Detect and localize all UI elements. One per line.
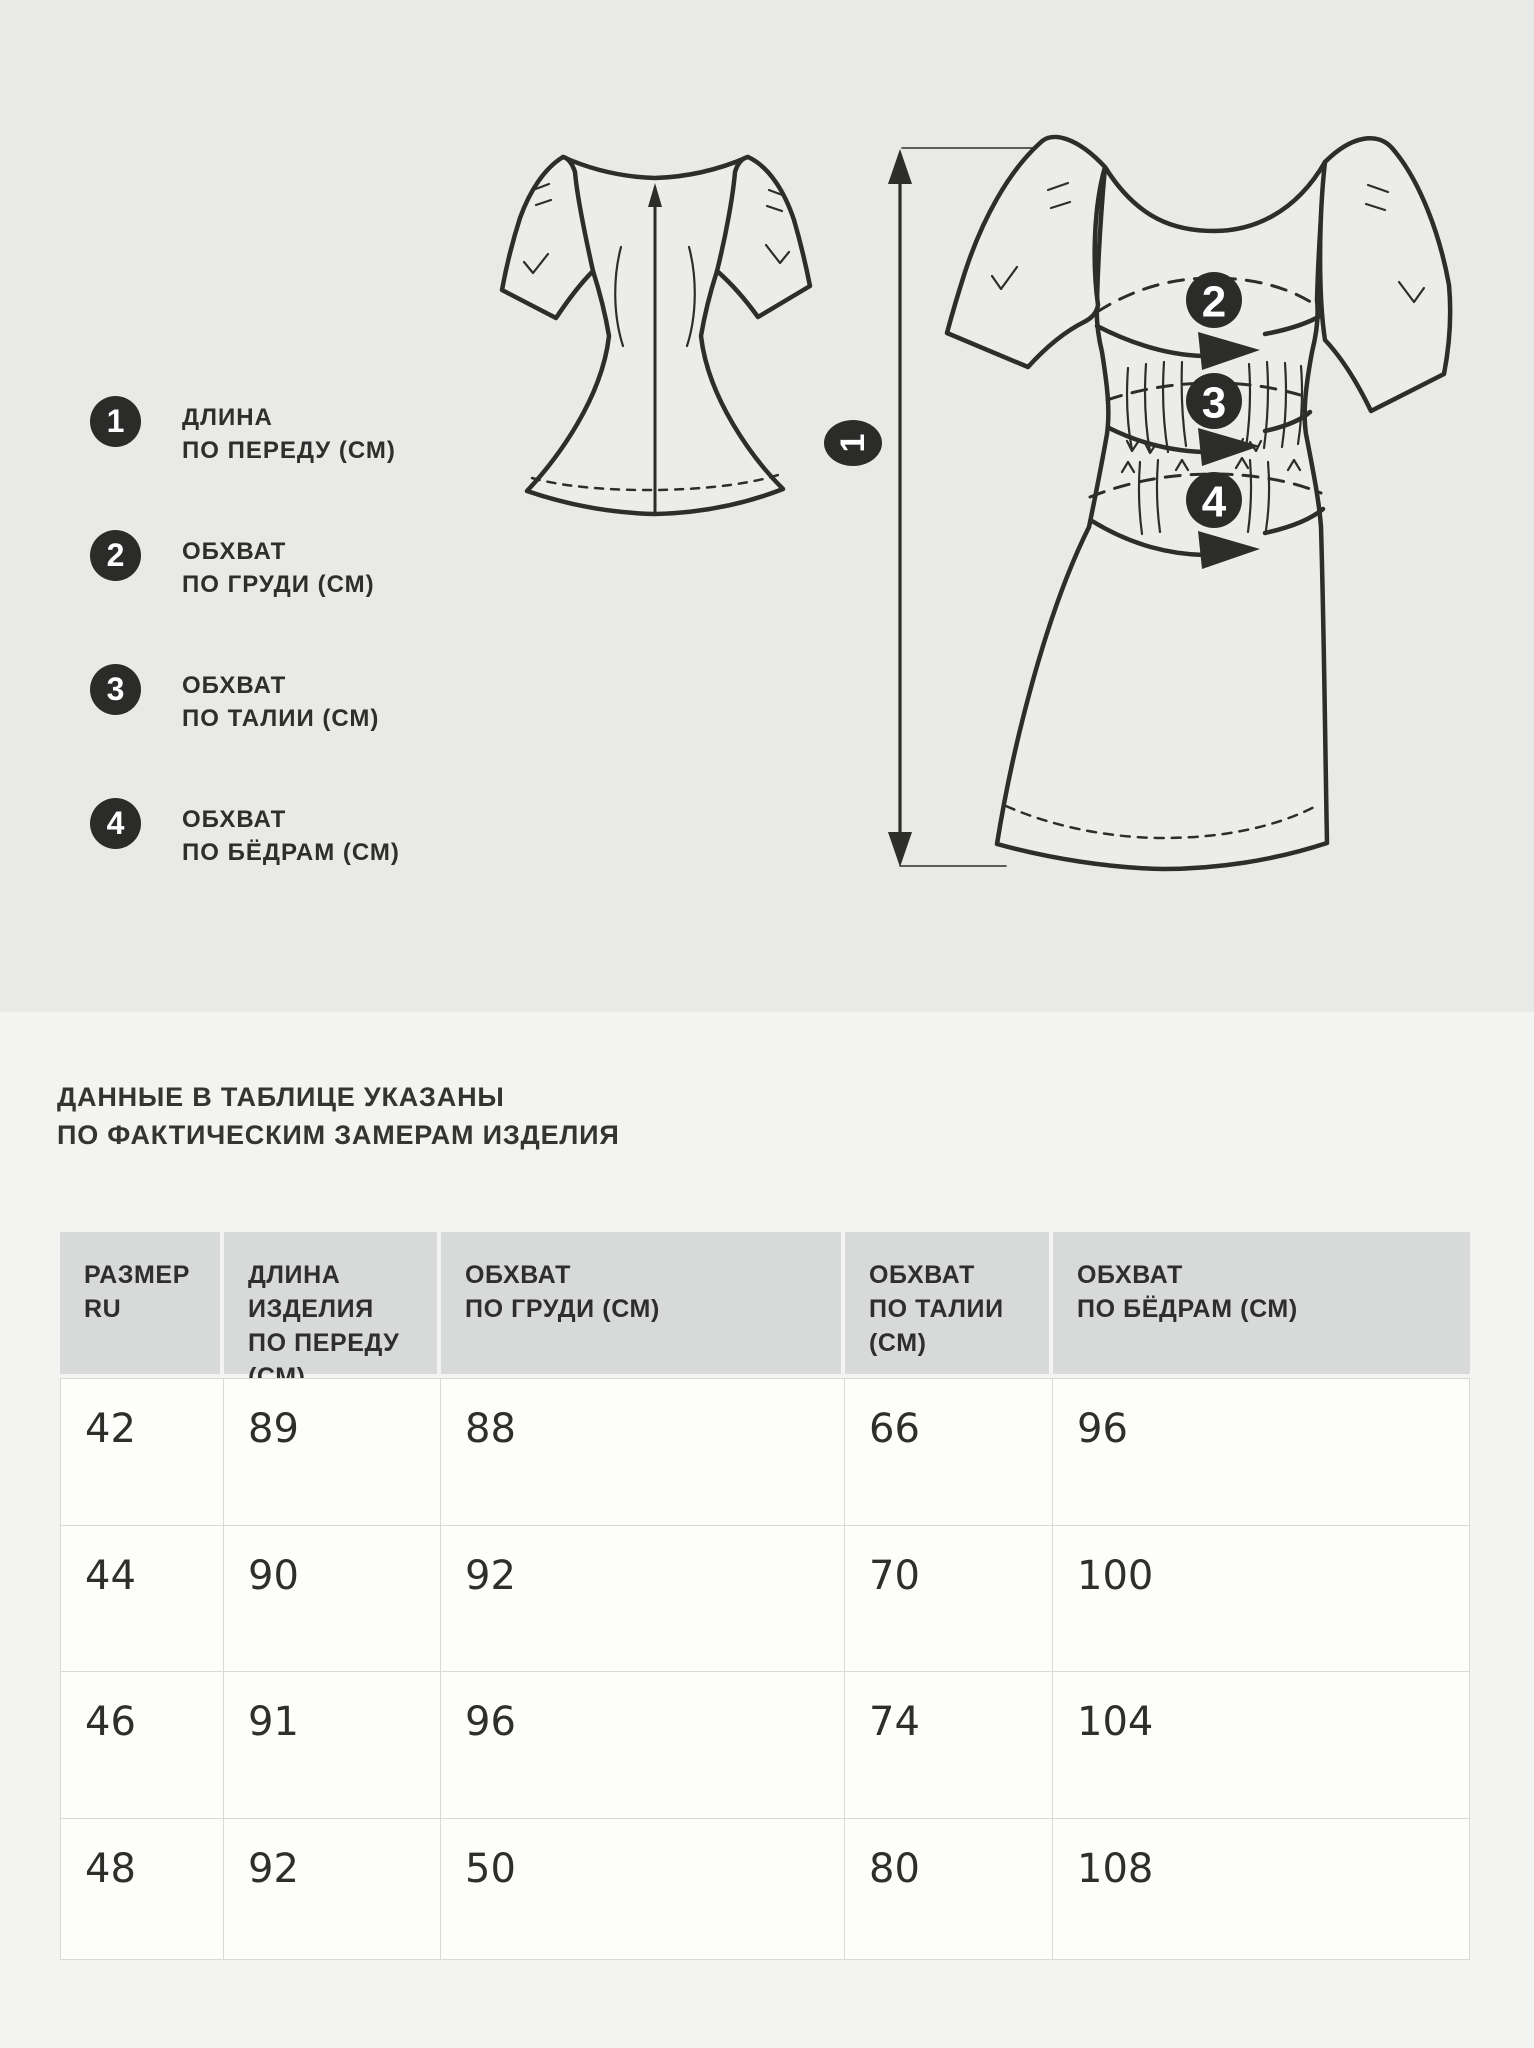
seam-arrow-icon [648,183,662,207]
legend-item-length: 1 ДЛИНА ПО ПЕРЕДУ (СМ) [90,396,400,467]
chest-arrow-icon [1198,332,1260,370]
length-marker-badge: 1 [824,420,882,466]
measurement-diagram-panel: 1 ДЛИНА ПО ПЕРЕДУ (СМ) 2 ОБХВАТ ПО ГРУДИ… [0,0,1534,1012]
cell-size: 44 [60,1526,224,1672]
column-header-hips: ОБХВАТ ПО БЁДРАМ (СМ) [1053,1232,1470,1378]
table-note-line1: ДАННЫЕ В ТАБЛИЦЕ УКАЗАНЫ [57,1082,505,1112]
legend-label-line2: ПО ПЕРЕДУ (СМ) [182,437,396,464]
fabric-wrinkles [1120,360,1304,536]
waist-marker-number: 3 [1202,379,1226,428]
legend-label: ОБХВАТ ПО ГРУДИ (СМ) [182,530,375,601]
length-marker-number: 1 [834,434,872,453]
table-note-line2: ПО ФАКТИЧЕСКИМ ЗАМЕРАМ ИЗДЕЛИЯ [57,1120,620,1150]
waist-marker-badge: 3 [1186,373,1242,429]
cell-waist: 74 [845,1672,1053,1819]
column-header-waist: ОБХВАТ ПО ТАЛИИ (СМ) [845,1232,1053,1378]
column-header-size: РАЗМЕР RU [60,1232,224,1378]
legend-item-chest: 2 ОБХВАТ ПО ГРУДИ (СМ) [90,530,400,601]
hips-marker-number: 4 [1202,478,1227,527]
cell-size: 48 [60,1819,224,1960]
legend-item-hips: 4 ОБХВАТ ПО БЁДРАМ (СМ) [90,798,400,869]
legend-label-line2: ПО ГРУДИ (СМ) [182,571,375,598]
dress-measurement-diagram: 1 [499,134,1453,872]
header-line: РАЗМЕР RU [84,1261,190,1323]
dress-back-view-illustration [499,154,813,517]
legend-label: ОБХВАТ ПО БЁДРАМ (СМ) [182,798,400,869]
hem-stitch-line [1004,803,1320,840]
column-header-length: ДЛИНА ИЗДЕЛИЯ ПО ПЕРЕДУ (СМ) [224,1232,441,1391]
header-line: ПО ТАЛИИ (СМ) [869,1295,1004,1357]
chest-marker-number: 2 [1202,278,1226,327]
header-line: ОБХВАТ [465,1261,571,1289]
cell-length: 92 [224,1819,441,1960]
size-table: РАЗМЕР RU ДЛИНА ИЗДЕЛИЯ ПО ПЕРЕДУ (СМ) О… [60,1232,1470,1960]
legend-label-line2: ПО ТАЛИИ (СМ) [182,705,380,732]
header-line: ДЛИНА ИЗДЕЛИЯ [248,1261,374,1323]
cell-hips: 100 [1053,1526,1470,1672]
table-note: ДАННЫЕ В ТАБЛИЦЕ УКАЗАНЫ ПО ФАКТИЧЕСКИМ … [57,1078,620,1154]
cell-waist: 80 [845,1819,1053,1960]
header-line: ПО БЁДРАМ (СМ) [1077,1295,1298,1323]
legend-label: ДЛИНА ПО ПЕРЕДУ (СМ) [182,396,396,467]
hips-marker-badge: 4 [1186,472,1242,528]
cell-length: 91 [224,1672,441,1819]
legend-label-line1: ОБХВАТ [182,806,287,833]
legend-label-line1: ОБХВАТ [182,538,287,565]
chest-marker-badge: 2 [1186,272,1242,328]
legend-label-line2: ПО БЁДРАМ (СМ) [182,839,400,866]
header-line: ОБХВАТ [1077,1261,1183,1289]
number-1-badge: 1 [90,396,141,447]
cell-hips: 96 [1053,1378,1470,1526]
cell-size: 42 [60,1378,224,1526]
sleeve-gather-marks [990,181,1426,304]
column-header-chest: ОБХВАТ ПО ГРУДИ (СМ) [441,1232,845,1378]
number-3-badge: 3 [90,664,141,715]
legend-item-waist: 3 ОБХВАТ ПО ТАЛИИ (СМ) [90,664,400,735]
legend-label-line1: ОБХВАТ [182,672,287,699]
number-2-badge: 2 [90,530,141,581]
cell-chest: 50 [441,1819,845,1960]
cell-chest: 92 [441,1526,845,1672]
header-line: ПО ГРУДИ (СМ) [465,1295,660,1323]
legend-label-line1: ДЛИНА [182,404,273,431]
legend-label: ОБХВАТ ПО ТАЛИИ (СМ) [182,664,379,735]
number-4-badge: 4 [90,798,141,849]
cell-waist: 66 [845,1378,1053,1526]
hips-arrow-icon [1198,531,1260,569]
cell-hips: 104 [1053,1672,1470,1819]
cell-size: 46 [60,1672,224,1819]
cell-length: 90 [224,1526,441,1672]
dress-front-view-illustration: 2 3 4 [944,134,1453,872]
waist-arrow-icon [1198,428,1260,466]
header-line: ОБХВАТ [869,1261,975,1289]
cell-waist: 70 [845,1526,1053,1672]
cell-hips: 108 [1053,1819,1470,1960]
arrow-up-icon [888,149,912,184]
cell-chest: 96 [441,1672,845,1819]
cell-length: 89 [224,1378,441,1526]
arrow-down-icon [888,832,912,867]
measurement-legend: 1 ДЛИНА ПО ПЕРЕДУ (СМ) 2 ОБХВАТ ПО ГРУДИ… [90,396,400,932]
cell-chest: 88 [441,1378,845,1526]
length-measure-arrow [888,147,1043,867]
